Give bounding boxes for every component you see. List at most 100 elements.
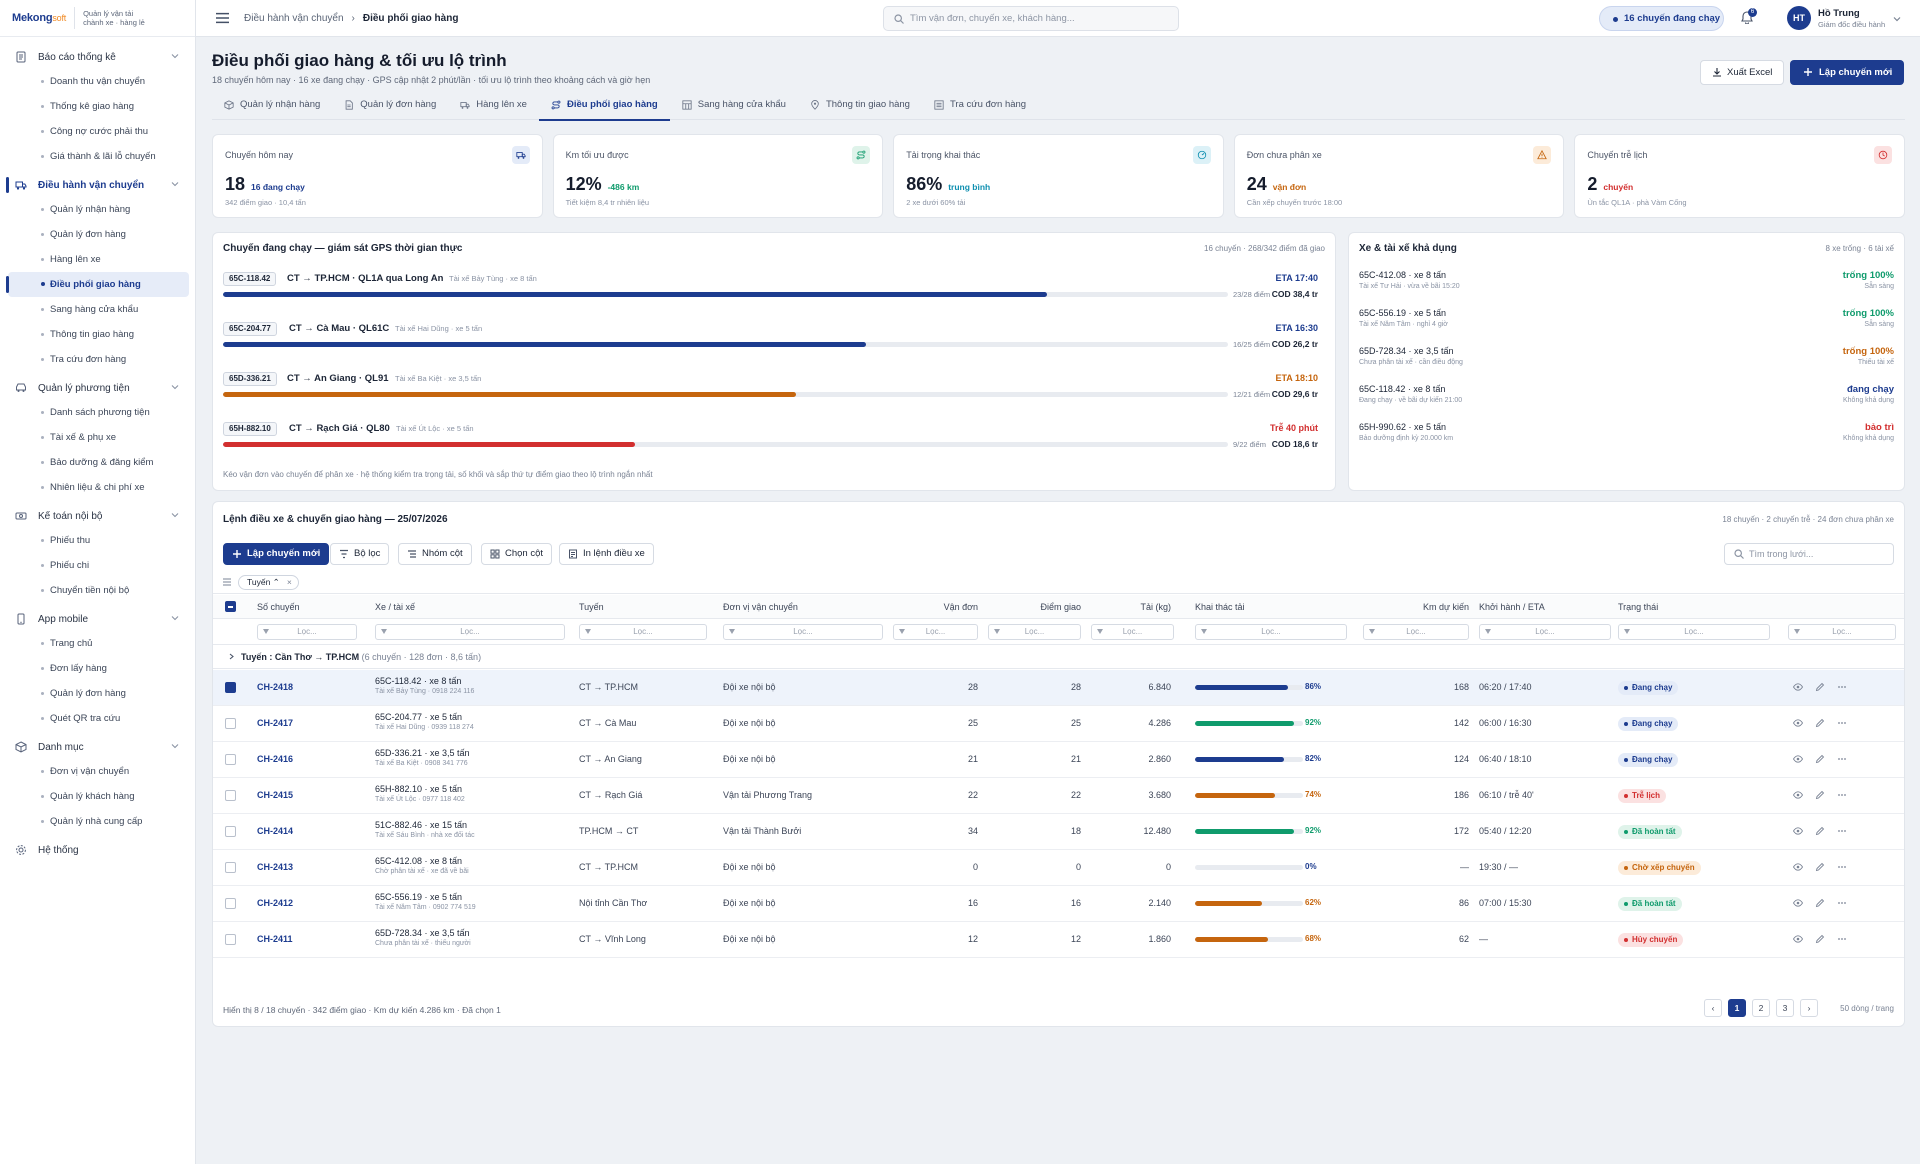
sidebar-item[interactable]: Trang chủ bbox=[0, 631, 195, 656]
column-filter-input[interactable]: Lọc... bbox=[579, 624, 707, 640]
more-icon[interactable] bbox=[1837, 682, 1847, 692]
sidebar-item[interactable]: Điều phối giao hàng bbox=[6, 272, 189, 297]
sidebar-item[interactable]: Đơn vị vận chuyển bbox=[0, 759, 195, 784]
sidebar-item[interactable]: Hàng lên xe bbox=[0, 247, 195, 272]
column-filter-input[interactable]: Lọc... bbox=[1195, 624, 1347, 640]
table-row[interactable]: CH-2413 65C-412.08 · xe 8 tấn Chờ phân tài… bbox=[213, 850, 1904, 886]
column-filter-input[interactable]: Lọc... bbox=[988, 624, 1081, 640]
chevron-down-icon[interactable] bbox=[1893, 15, 1901, 23]
column-filter-input[interactable]: Lọc... bbox=[1479, 624, 1611, 640]
sidebar-item[interactable]: Tra cứu đơn hàng bbox=[0, 347, 195, 372]
table-row[interactable]: CH-2416 65D-336.21 · xe 3,5 tấn Tài xế Ba … bbox=[213, 742, 1904, 778]
sidebar-item[interactable]: Quản lý đơn hàng bbox=[0, 681, 195, 706]
sidebar-item[interactable]: Đơn lấy hàng bbox=[0, 656, 195, 681]
sidebar-item[interactable]: Doanh thu vận chuyển bbox=[0, 69, 195, 94]
global-search-input[interactable]: Tìm vận đơn, chuyến xe, khách hàng... bbox=[883, 6, 1179, 31]
column-filter-input[interactable]: Lọc... bbox=[723, 624, 883, 640]
edit-icon[interactable] bbox=[1815, 826, 1825, 836]
tab[interactable]: Quản lý đơn hàng bbox=[332, 94, 448, 120]
trip-id-link[interactable]: CH-2417 bbox=[257, 718, 294, 728]
trip-row[interactable]: 65H-882.10 CT → Rạch Giá · QL80 Tài xế Út … bbox=[223, 422, 1328, 468]
trip-id-link[interactable]: CH-2418 bbox=[257, 682, 294, 692]
eye-icon[interactable] bbox=[1793, 898, 1803, 908]
trip-id-link[interactable]: CH-2414 bbox=[257, 826, 294, 836]
filter-button[interactable]: Bộ lọc bbox=[330, 543, 390, 565]
sidebar-item[interactable]: Sang hàng cửa khẩu bbox=[0, 297, 195, 322]
sidebar-item[interactable]: Nhiên liệu & chi phí xe bbox=[0, 475, 195, 500]
column-header[interactable]: Khai thác tải bbox=[1195, 602, 1245, 612]
more-icon[interactable] bbox=[1837, 898, 1847, 908]
table-row[interactable]: CH-2412 65C-556.19 · xe 5 tấn Tài xế Năm T… bbox=[213, 886, 1904, 922]
sidebar-item[interactable]: Quản lý khách hàng bbox=[0, 784, 195, 809]
breadcrumb-item[interactable]: Điều hành vận chuyển bbox=[244, 13, 344, 24]
edit-icon[interactable] bbox=[1815, 754, 1825, 764]
more-icon[interactable] bbox=[1837, 718, 1847, 728]
more-icon[interactable] bbox=[1837, 862, 1847, 872]
sidebar-item[interactable]: Công nợ cước phải thu bbox=[0, 119, 195, 144]
tab[interactable]: Thông tin giao hàng bbox=[798, 94, 922, 120]
vehicle-item[interactable]: 65C-556.19 · xe 5 tấn Tài xế Năm Tâm · ng… bbox=[1359, 308, 1894, 344]
menu-icon[interactable] bbox=[216, 12, 229, 24]
group-chip-route[interactable]: Tuyến ⌃ × bbox=[238, 575, 299, 590]
kpi-card[interactable]: Đơn chưa phân xe 24 vận đơn Cần xếp chuyến … bbox=[1233, 134, 1565, 218]
column-header[interactable]: Khởi hành / ETA bbox=[1479, 602, 1545, 612]
sidebar-item[interactable]: Bảo dưỡng & đăng kiểm bbox=[0, 450, 195, 475]
column-filter-input[interactable]: Lọc... bbox=[893, 624, 978, 640]
table-row[interactable]: CH-2415 65H-882.10 · xe 5 tấn Tài xế Út Lộ… bbox=[213, 778, 1904, 814]
tab[interactable]: Sang hàng cửa khẩu bbox=[670, 94, 798, 120]
sidebar-item[interactable]: Quản lý nhận hàng bbox=[0, 197, 195, 222]
more-icon[interactable] bbox=[1837, 754, 1847, 764]
edit-icon[interactable] bbox=[1815, 862, 1825, 872]
user-menu[interactable]: Hồ Trung Giám đốc điều hành bbox=[1818, 8, 1885, 29]
trip-id-link[interactable]: CH-2411 bbox=[257, 934, 293, 944]
new-trip-button[interactable]: Lập chuyến mới bbox=[1790, 60, 1904, 85]
nav-group-5[interactable]: Danh mục bbox=[0, 735, 195, 759]
tab[interactable]: Điều phối giao hàng bbox=[538, 94, 670, 121]
row-checkbox[interactable] bbox=[225, 790, 236, 801]
column-header[interactable]: Tuyến bbox=[579, 602, 604, 612]
grid-search-input[interactable]: Tìm trong lưới... bbox=[1724, 543, 1894, 565]
eye-icon[interactable] bbox=[1793, 718, 1803, 728]
chevron-down-icon[interactable] bbox=[171, 511, 179, 519]
column-filter-input[interactable]: Lọc... bbox=[1091, 624, 1174, 640]
column-filter-input[interactable]: Lọc... bbox=[257, 624, 357, 640]
vehicle-item[interactable]: 65D-728.34 · xe 3,5 tấn Chưa phân tài xế … bbox=[1359, 346, 1894, 382]
chevron-right-icon[interactable] bbox=[228, 653, 235, 660]
edit-icon[interactable] bbox=[1815, 934, 1825, 944]
prev-page-button[interactable]: ‹ bbox=[1704, 999, 1722, 1017]
tab[interactable]: Hàng lên xe bbox=[448, 94, 539, 120]
chevron-down-icon[interactable] bbox=[171, 52, 179, 60]
avatar[interactable]: HT bbox=[1787, 6, 1811, 30]
sidebar-item[interactable]: Giá thành & lãi lỗ chuyến bbox=[0, 144, 195, 169]
column-header[interactable]: Xe / tài xế bbox=[375, 602, 416, 612]
vehicle-item[interactable]: 65H-990.62 · xe 5 tấn Bảo dưỡng định kỳ 2… bbox=[1359, 422, 1894, 458]
row-checkbox[interactable] bbox=[225, 934, 236, 945]
chevron-down-icon[interactable] bbox=[171, 614, 179, 622]
tab[interactable]: Tra cứu đơn hàng bbox=[922, 94, 1038, 120]
table-row[interactable]: CH-2414 51C-882.46 · xe 15 tấn Tài xế Sáu … bbox=[213, 814, 1904, 850]
row-checkbox[interactable] bbox=[225, 826, 236, 837]
tab[interactable]: Quản lý nhận hàng bbox=[212, 94, 332, 120]
table-row[interactable]: CH-2418 65C-118.42 · xe 8 tấn Tài xế Bảy T… bbox=[213, 670, 1904, 706]
column-header[interactable]: Đơn vị vận chuyển bbox=[723, 602, 798, 612]
page-button[interactable]: 1 bbox=[1728, 999, 1746, 1017]
sidebar-item[interactable]: Quét QR tra cứu bbox=[0, 706, 195, 731]
column-header[interactable]: Km dự kiến bbox=[1422, 602, 1469, 612]
column-filter-input[interactable]: Lọc... bbox=[1788, 624, 1896, 640]
group-row[interactable]: Tuyến : Cần Thơ → TP.HCM (6 chuyến · 128… bbox=[213, 645, 1904, 669]
trip-row[interactable]: 65C-204.77 CT → Cà Mau · QL61C Tài xế Hai … bbox=[223, 322, 1328, 368]
page-size[interactable]: 50 dòng / trang bbox=[1840, 1004, 1894, 1013]
trip-id-link[interactable]: CH-2413 bbox=[257, 862, 294, 872]
table-row[interactable]: CH-2417 65C-204.77 · xe 5 tấn Tài xế Hai D… bbox=[213, 706, 1904, 742]
trip-id-link[interactable]: CH-2416 bbox=[257, 754, 294, 764]
nav-group-0[interactable]: Báo cáo thống kê bbox=[0, 45, 195, 69]
chevron-down-icon[interactable] bbox=[171, 742, 179, 750]
sidebar-item[interactable]: Thống kê giao hàng bbox=[0, 94, 195, 119]
column-filter-input[interactable]: Lọc... bbox=[1618, 624, 1770, 640]
row-checkbox[interactable] bbox=[225, 754, 236, 765]
kpi-card[interactable]: Chuyến hôm nay 18 16 đang chạy 342 điểm gia… bbox=[212, 134, 543, 218]
kpi-card[interactable]: Km tối ưu được 12% -486 km Tiết kiệm 8,4 tr… bbox=[552, 134, 884, 218]
nav-group-6[interactable]: Hệ thống bbox=[0, 838, 195, 862]
vehicle-item[interactable]: 65C-118.42 · xe 8 tấn Đang chạy · về bãi … bbox=[1359, 384, 1894, 420]
table-row[interactable]: CH-2411 65D-728.34 · xe 3,5 tấn Chưa phân … bbox=[213, 922, 1904, 958]
